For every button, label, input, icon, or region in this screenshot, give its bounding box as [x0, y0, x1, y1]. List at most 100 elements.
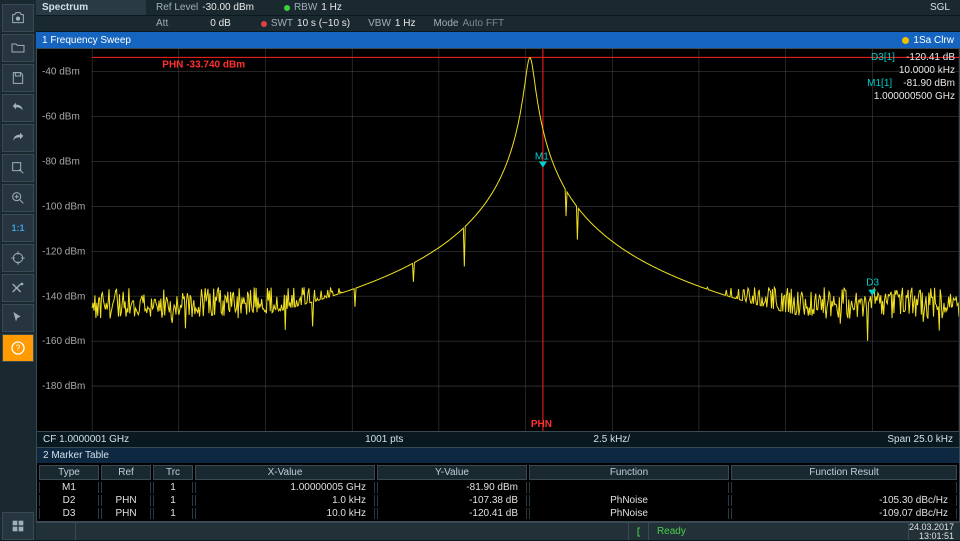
rbw-label: RBW [294, 2, 317, 13]
panel-number: 1 [42, 35, 48, 46]
table-row: D2PHN11.0 kHz-107.38 dBPhNoise-105.30 dB… [39, 495, 957, 506]
redo-icon[interactable] [2, 124, 34, 152]
chart-footer: CF 1.0000001 GHz 1001 pts 2.5 kHz/ Span … [36, 432, 960, 448]
svg-text:-40 dBm: -40 dBm [42, 66, 80, 77]
spectrum-chart[interactable]: -40 dBm -60 dBm -80 dBm -100 dBm -120 dBm -14… [36, 48, 960, 432]
panel-title: Frequency Sweep [50, 35, 131, 46]
zoom-in-icon[interactable] [2, 184, 34, 212]
svg-text:M1: M1 [535, 151, 549, 162]
camera-icon[interactable] [2, 4, 34, 32]
table-cell [529, 482, 729, 493]
table-cell: -81.90 dBm [377, 482, 527, 493]
pointer-icon[interactable] [2, 304, 34, 332]
settings-icon[interactable] [2, 274, 34, 302]
svg-text:-180 dBm: -180 dBm [42, 381, 85, 392]
table-cell [731, 482, 957, 493]
zoom-11-icon[interactable]: 1:1 [2, 214, 34, 242]
table-cell: PhNoise [529, 508, 729, 519]
table-cell: -109.07 dBc/Hz [731, 508, 957, 519]
status-bar: Ready 24.03.2017 13:01:51 [36, 522, 960, 540]
open-icon[interactable] [2, 34, 34, 62]
marker-table-header: Trc [153, 465, 193, 480]
zoom-region-icon[interactable] [2, 154, 34, 182]
svg-text:-140 dBm: -140 dBm [42, 291, 85, 302]
vbw-label: VBW [368, 18, 391, 29]
rbw-indicator-icon [284, 5, 290, 11]
table-cell: 1 [153, 495, 193, 506]
svg-text:-80 dBm: -80 dBm [42, 156, 80, 167]
table-cell: -105.30 dBc/Hz [731, 495, 957, 506]
undo-icon[interactable] [2, 94, 34, 122]
toolbar-sidebar: 1:1 ? [0, 0, 36, 540]
mode-value: Auto FFT [462, 18, 504, 29]
table-cell: PHN [101, 508, 151, 519]
center-freq: CF 1.0000001 GHz [43, 434, 271, 445]
rbw-value: 1 Hz [321, 2, 342, 13]
x-div: 2.5 kHz/ [498, 434, 726, 445]
header-row-1: Spectrum Ref Level -30.00 dBm RBW 1 Hz S… [36, 0, 960, 16]
vbw-value: 1 Hz [395, 18, 416, 29]
marker-table-header: Type [39, 465, 99, 480]
svg-text:-160 dBm: -160 dBm [42, 336, 85, 347]
svg-text:?: ? [16, 344, 21, 353]
ref-level-label: Ref Level [156, 2, 198, 13]
marker-table-header: X-Value [195, 465, 375, 480]
marker-table-header: Y-Value [377, 465, 527, 480]
svg-text:PHN: PHN [531, 419, 552, 430]
table-cell: 10.0 kHz [195, 508, 375, 519]
trace-label: 1Sa Clrw [913, 35, 954, 46]
m1-marker-value: -81.90 dBm [903, 78, 955, 89]
app-title: Spectrum [36, 0, 146, 15]
table-cell: 1.0 kHz [195, 495, 375, 506]
marker-table-header: Function Result [731, 465, 957, 480]
span: Span 25.0 kHz [726, 434, 954, 445]
table-cell: 1 [153, 508, 193, 519]
trace-indicator-icon [902, 37, 909, 44]
measuring-icon [637, 527, 640, 537]
header-row-2: Att 0 dB SWT 10 s (~10 s) VBW 1 Hz Mode … [36, 16, 960, 32]
marker-table-header: Ref [101, 465, 151, 480]
status-datetime: 24.03.2017 13:01:51 [909, 523, 960, 541]
points-count: 1001 pts [271, 434, 499, 445]
table-cell: -120.41 dB [377, 508, 527, 519]
d3-marker-label: D3[1] [871, 52, 895, 63]
svg-text:PHN -33.740 dBm: PHN -33.740 dBm [162, 60, 245, 71]
marker-table-title: 2 Marker Table [36, 448, 960, 463]
table-row: D3PHN110.0 kHz-120.41 dBPhNoise-109.07 d… [39, 508, 957, 519]
att-label: Att [156, 18, 168, 29]
marker-table: TypeRefTrcX-ValueY-ValueFunctionFunction… [36, 463, 960, 522]
marker-readout: D3[1] -120.41 dB 10.0000 kHz M1[1] -81.9… [867, 51, 955, 103]
table-cell: PhNoise [529, 495, 729, 506]
m1-marker-label: M1[1] [867, 78, 892, 89]
d3-marker-offset: 10.0000 kHz [867, 64, 955, 77]
table-row: M1 11.00000005 GHz-81.90 dBm [39, 482, 957, 493]
marker-table-header: Function [529, 465, 729, 480]
table-cell: -107.38 dB [377, 495, 527, 506]
swt-value: 10 s (~10 s) [297, 18, 350, 29]
table-cell: 1.00000005 GHz [195, 482, 375, 493]
att-value: 0 dB [210, 18, 231, 29]
main-panel: Spectrum Ref Level -30.00 dBm RBW 1 Hz S… [36, 0, 960, 540]
swt-label: SWT [271, 18, 293, 29]
d3-marker-value: -120.41 dB [906, 52, 955, 63]
panel-title-bar: 1 Frequency Sweep 1Sa Clrw [36, 32, 960, 48]
help-icon[interactable]: ? [2, 334, 34, 362]
table-cell [101, 482, 151, 493]
svg-text:D3: D3 [866, 277, 879, 288]
svg-text:-60 dBm: -60 dBm [42, 111, 80, 122]
windows-icon[interactable] [2, 512, 34, 540]
svg-text:-100 dBm: -100 dBm [42, 201, 85, 212]
table-cell: M1 [39, 482, 99, 493]
table-cell: PHN [101, 495, 151, 506]
table-cell: D2 [39, 495, 99, 506]
crosshair-icon[interactable] [2, 244, 34, 272]
svg-text:-120 dBm: -120 dBm [42, 246, 85, 257]
table-cell: D3 [39, 508, 99, 519]
mode-label: Mode [433, 18, 458, 29]
sgl-label: SGL [930, 2, 950, 13]
save-icon[interactable] [2, 64, 34, 92]
ref-level-value: -30.00 dBm [202, 2, 254, 13]
status-ready: Ready [649, 523, 909, 540]
m1-marker-freq: 1.000000500 GHz [867, 90, 955, 103]
table-cell: 1 [153, 482, 193, 493]
